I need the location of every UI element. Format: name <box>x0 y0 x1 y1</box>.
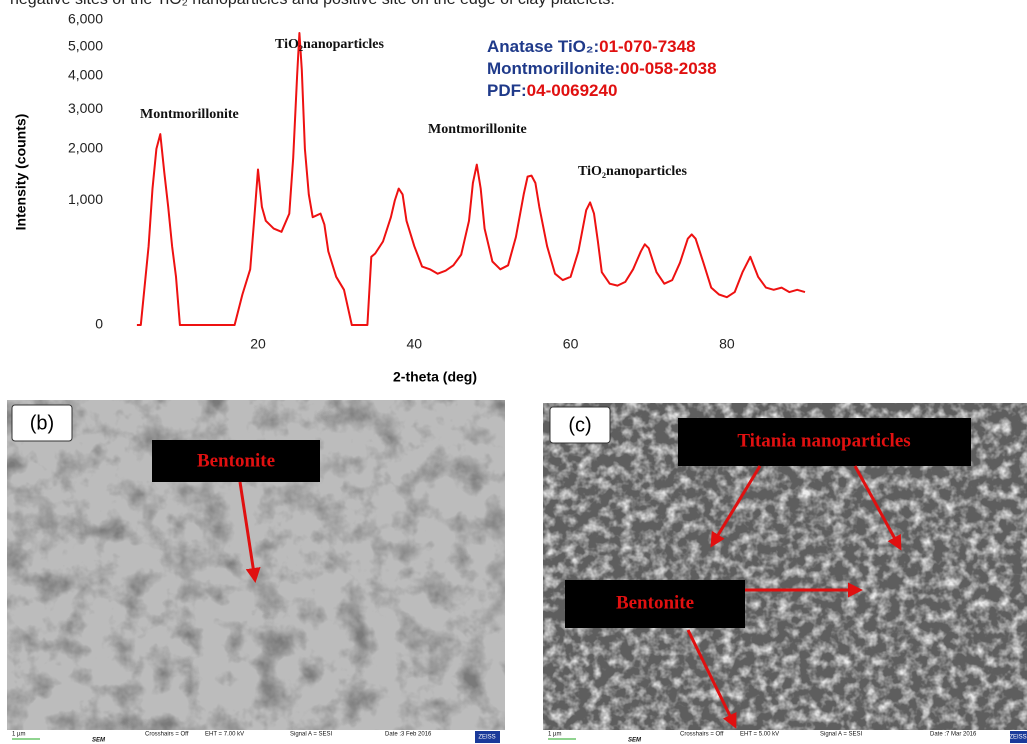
info: Crosshairs = Off <box>680 732 724 738</box>
x-tick-label: 60 <box>563 336 579 352</box>
info-bar <box>543 730 1027 744</box>
y-tick-label: 1,000 <box>68 191 103 207</box>
y-tick-label: 5,000 <box>68 37 103 53</box>
info: Date :3 Feb 2016 <box>385 732 432 738</box>
annotation: Montmorillonite <box>140 107 239 122</box>
x-tick-label: 80 <box>719 336 735 352</box>
arrow <box>853 465 902 551</box>
y-tick-label: 4,000 <box>68 67 103 83</box>
info-bar <box>7 730 505 744</box>
x-tick-label: 20 <box>250 336 266 352</box>
pdf-note: PDF:04-0069240 <box>487 81 617 100</box>
sem-panel-c: (c) Titania nanoparticles Bentonite 1 µm… <box>543 403 1027 744</box>
info: Signal A = SESI <box>820 732 863 738</box>
logo <box>1010 731 1027 743</box>
x-axis-label: 2-theta (deg) <box>393 369 477 385</box>
panel-label-box <box>549 406 611 444</box>
pdf-note: Anatase TiO₂:01-070-7348 <box>487 37 696 56</box>
sem-panel-b: (b) Bentonite 1 µm SEM Crosshairs = Off … <box>7 400 505 744</box>
arrow <box>686 629 737 729</box>
pdf-note-label: PDF: <box>487 81 527 100</box>
info: EHT = 7.00 kV <box>205 732 244 738</box>
pdf-note-label: Montmorillonite: <box>487 59 620 78</box>
pdf-note-code: 04-0069240 <box>527 81 618 100</box>
tag: Bentonite <box>197 450 275 471</box>
annotation: TiO₂nanoparticles <box>578 164 688 179</box>
info: Crosshairs = Off <box>145 732 189 738</box>
data-line <box>136 32 806 326</box>
panel-label: (c) <box>568 414 591 436</box>
detector: SEM <box>628 738 642 744</box>
y-tick-label: 0 <box>95 316 103 332</box>
pdf-note: Montmorillonite:00-058-2038 <box>487 59 717 78</box>
scale-label: 1 µm <box>12 732 25 738</box>
scale-label: 1 µm <box>548 732 561 738</box>
logo-text: ZEISS <box>1009 735 1026 741</box>
info: Date :7 Mar 2016 <box>930 732 977 738</box>
panel-label-box <box>11 404 73 442</box>
caption: negative sites of the TiO₂ nanoparticles… <box>10 0 615 8</box>
pdf-note-code: 01-070-7348 <box>599 37 695 56</box>
tag: Titania nanoparticles <box>737 430 910 451</box>
panel-label: (b) <box>30 412 54 434</box>
annotation: TiO₂nanoparticles <box>275 37 385 52</box>
y-axis-label: Intensity (counts) <box>13 114 29 231</box>
pdf-note-label: Anatase TiO₂: <box>487 37 599 56</box>
arrow <box>710 465 762 548</box>
tag-box <box>152 440 320 482</box>
y-tick-label: 3,000 <box>68 100 103 116</box>
y-tick-label: 6,000 <box>68 11 103 27</box>
info: Signal A = SESI <box>290 732 333 738</box>
y-tick-label: 2,000 <box>68 140 103 156</box>
info: EHT = 5.00 kV <box>740 732 779 738</box>
x-tick-label: 40 <box>407 336 423 352</box>
logo-text: ZEISS <box>478 735 495 741</box>
arrow <box>238 481 261 583</box>
detector: SEM <box>92 738 106 744</box>
annotation: Montmorillonite <box>428 122 527 137</box>
tag-box <box>678 418 971 466</box>
tag-box <box>565 580 745 628</box>
tag: Bentonite <box>616 592 694 613</box>
pdf-note-code: 00-058-2038 <box>620 59 716 78</box>
logo <box>475 731 500 743</box>
